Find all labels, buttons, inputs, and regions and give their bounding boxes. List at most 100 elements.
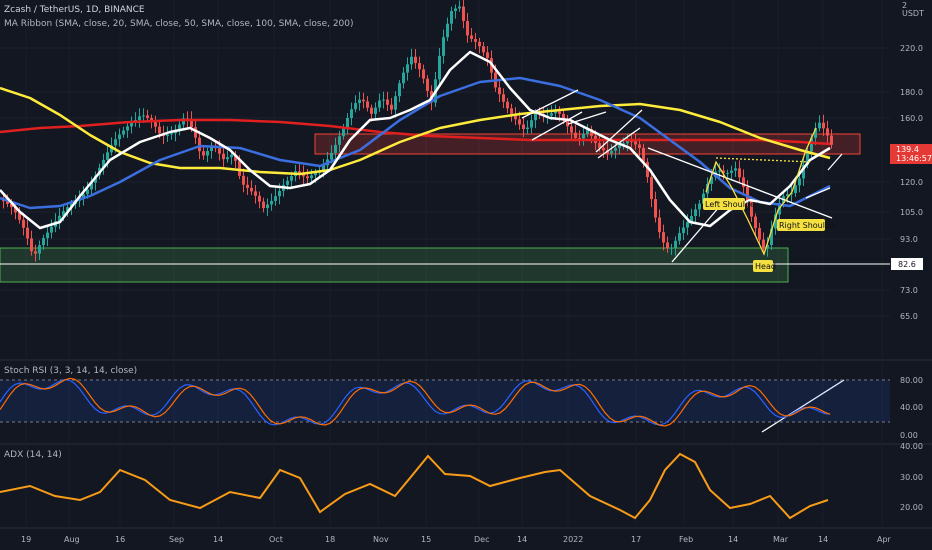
candle-body	[626, 140, 629, 144]
candle-body	[746, 187, 749, 202]
candle-body	[290, 176, 293, 181]
price-tick-label: 160.0	[900, 114, 923, 123]
candle-body	[278, 190, 281, 197]
candle-body	[374, 107, 377, 114]
time-tick-label: 18	[325, 535, 335, 544]
candle-body	[406, 64, 409, 73]
time-tick-label: 14	[728, 535, 738, 544]
candle-body	[366, 101, 369, 108]
ma200-line	[0, 118, 831, 146]
candle-body	[526, 127, 529, 129]
candle-body	[554, 111, 557, 114]
candle-body	[722, 170, 725, 173]
candle-body	[474, 38, 477, 42]
candle-body	[642, 147, 645, 163]
candle-body	[750, 201, 753, 217]
candle-body	[646, 162, 649, 178]
support-zone	[0, 247, 789, 283]
time-tick-label: Apr	[877, 535, 892, 544]
channel-line	[521, 89, 579, 119]
candle-body	[34, 251, 37, 254]
time-tick-label: 14	[818, 535, 828, 544]
candle-body	[182, 118, 185, 125]
candle-body	[58, 215, 61, 222]
candle-body	[638, 144, 641, 148]
candle-body	[618, 144, 621, 149]
price-tick-label: 73.0	[900, 286, 918, 295]
neckline	[715, 157, 813, 163]
candle-body	[566, 120, 569, 127]
right-shoulder-label: Right Shoulder	[779, 221, 839, 230]
candle-body	[662, 232, 665, 243]
candle-body	[30, 238, 33, 252]
candle-body	[218, 148, 221, 154]
candle-body	[138, 116, 141, 120]
candle-body	[754, 216, 757, 229]
candle-body	[234, 154, 237, 161]
candle-body	[190, 119, 193, 128]
candle-body	[246, 184, 249, 188]
candle-body	[718, 170, 721, 172]
ma100-line	[0, 86, 831, 176]
time-tick-label: Oct	[269, 535, 283, 544]
candle-body	[410, 56, 413, 65]
candle-body	[338, 136, 341, 145]
time-tick-label: 2022	[563, 535, 583, 544]
channel-line	[531, 111, 583, 141]
ma-marker-line	[805, 187, 831, 199]
candle-body	[766, 244, 769, 249]
candle-body	[362, 99, 365, 102]
candle-body	[458, 6, 461, 9]
candle-body	[42, 238, 45, 246]
time-tick-label: 16	[115, 535, 125, 544]
candle-body	[590, 129, 593, 136]
candle-body	[166, 134, 169, 137]
candle-body	[654, 199, 657, 218]
candle-body	[614, 148, 617, 151]
candle-body	[358, 99, 361, 104]
time-tick-label: Mar	[773, 535, 789, 544]
time-tick-label: Aug	[64, 535, 80, 544]
candle-body	[38, 245, 41, 254]
currency-label: USDT	[902, 9, 924, 18]
candle-body	[726, 172, 729, 174]
candle-body	[818, 122, 821, 129]
candle-body	[254, 191, 257, 196]
candle-body	[334, 144, 337, 153]
candle-body	[226, 157, 229, 160]
candle-body	[150, 117, 153, 121]
candle-body	[786, 194, 789, 197]
rsi-tick-label: 40.00	[900, 403, 923, 412]
stoch-rsi-title: Stoch RSI (3, 3, 14, 14, close)	[4, 366, 138, 376]
candle-body	[658, 217, 661, 233]
time-tick-label: Sep	[169, 535, 184, 544]
channel-line	[567, 111, 607, 125]
candle-body	[274, 196, 277, 201]
candle-body	[806, 151, 809, 165]
candle-body	[770, 228, 773, 245]
candle-body	[386, 99, 389, 105]
candle-body	[734, 168, 737, 171]
candle-body	[394, 96, 397, 110]
candle-body	[582, 133, 585, 139]
candle-body	[382, 99, 385, 101]
candle-body	[354, 103, 357, 110]
candle-body	[402, 72, 405, 84]
level-tag: 82.6	[891, 258, 923, 270]
candle-body	[502, 94, 505, 102]
channel-line	[595, 109, 643, 153]
channel-line	[597, 127, 641, 159]
candle-body	[242, 175, 245, 185]
stoch-rsi-panel: 80.00 40.00 0.00	[0, 376, 923, 440]
rsi-trend-line	[761, 379, 845, 433]
candle-body	[258, 195, 261, 202]
candle-body	[154, 120, 157, 127]
candle-body	[418, 63, 421, 70]
time-tick-label: Feb	[679, 535, 693, 544]
candle-body	[266, 204, 269, 209]
candle-body	[814, 128, 817, 138]
candle-body	[598, 143, 601, 148]
candle-body	[682, 227, 685, 234]
candle-body	[342, 127, 345, 137]
